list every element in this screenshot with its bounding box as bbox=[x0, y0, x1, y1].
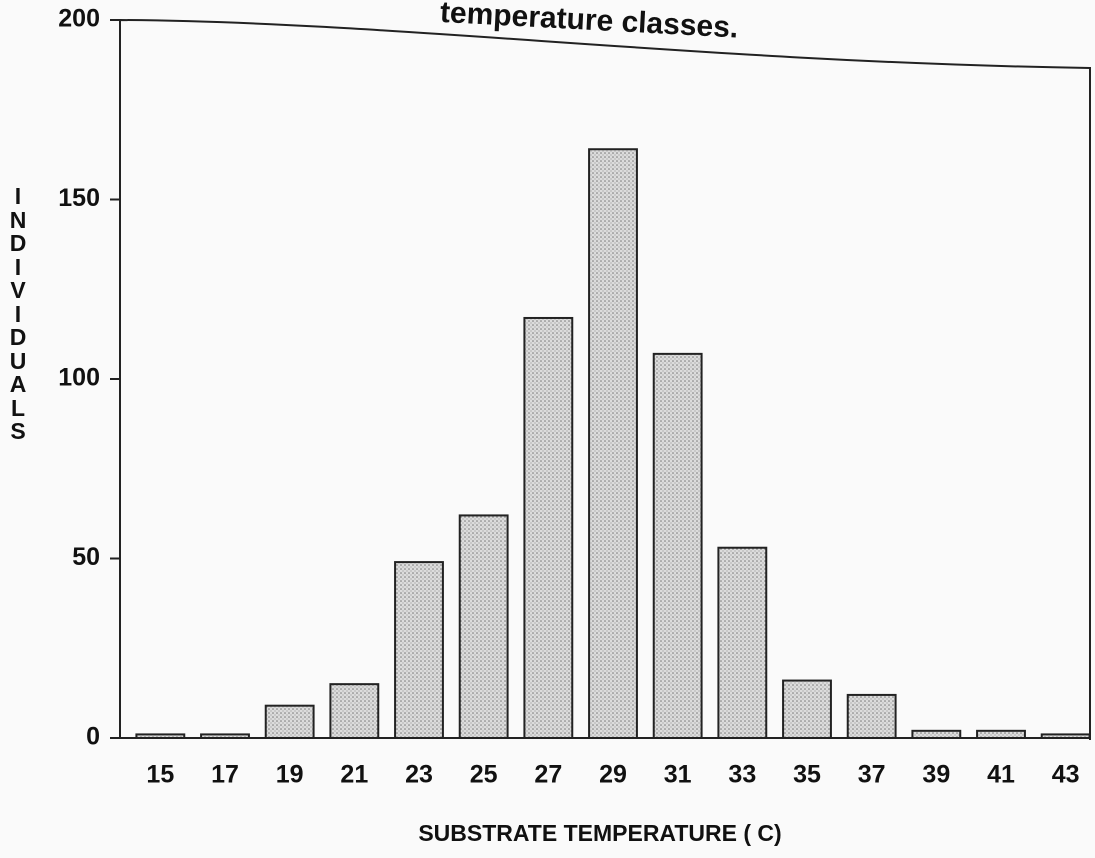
bar bbox=[911, 729, 962, 740]
bar bbox=[1040, 733, 1091, 739]
x-tick-label: 35 bbox=[793, 761, 821, 789]
y-tick-label: 150 bbox=[58, 184, 100, 212]
x-tick-label: 41 bbox=[987, 761, 1015, 789]
y-tick-label: 200 bbox=[58, 5, 100, 33]
bar bbox=[652, 352, 703, 739]
bar bbox=[394, 561, 444, 740]
bar bbox=[976, 729, 1026, 740]
y-tick-label: 100 bbox=[58, 364, 100, 392]
x-tick-label: 37 bbox=[858, 761, 886, 789]
x-tick-label: 31 bbox=[664, 761, 692, 789]
x-tick-label: 21 bbox=[340, 761, 368, 789]
y-tick-label: 0 bbox=[86, 723, 100, 751]
bar bbox=[135, 733, 186, 739]
y-tick-label: 50 bbox=[72, 543, 100, 571]
bar bbox=[717, 546, 768, 739]
x-tick-label: 29 bbox=[599, 761, 627, 789]
x-tick-label: 27 bbox=[534, 761, 562, 789]
bar bbox=[846, 693, 897, 739]
x-tick-label: 19 bbox=[276, 761, 304, 789]
x-tick-label: 17 bbox=[211, 761, 239, 789]
bar bbox=[588, 148, 638, 740]
x-tick-label: 15 bbox=[146, 761, 174, 789]
bar bbox=[458, 514, 509, 739]
x-tick-label: 25 bbox=[470, 761, 498, 789]
x-axis-label: SUBSTRATE TEMPERATURE ( C) bbox=[418, 820, 781, 846]
x-tick-label: 43 bbox=[1052, 761, 1080, 789]
bar bbox=[329, 683, 380, 740]
x-tick-label: 33 bbox=[728, 761, 756, 789]
y-axis-label: INDIVIDUALS bbox=[9, 183, 27, 444]
bar bbox=[523, 316, 574, 739]
x-tick-label: 23 bbox=[405, 761, 433, 789]
x-tick-label: 39 bbox=[922, 761, 950, 789]
bar bbox=[200, 733, 250, 739]
bar bbox=[264, 704, 315, 740]
bar bbox=[782, 679, 832, 739]
